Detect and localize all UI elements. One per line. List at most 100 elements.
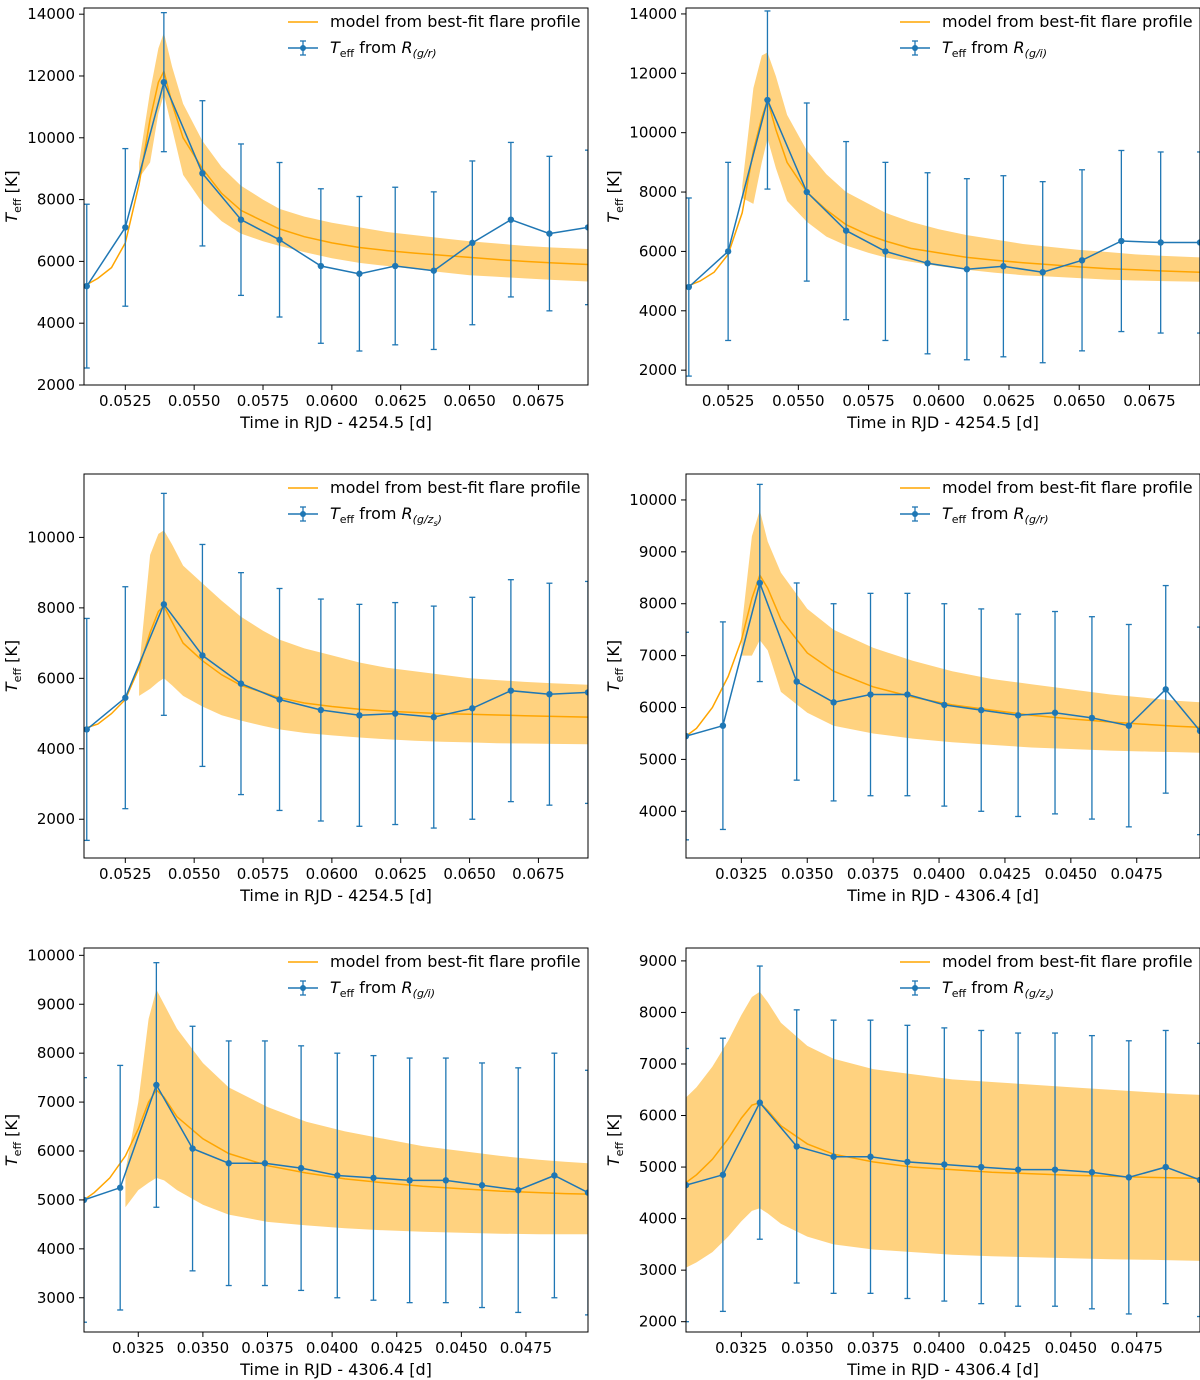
x-tick-label: 0.0550: [772, 392, 825, 410]
y-tick-label: 7000: [639, 647, 677, 665]
x-tick-label: 0.0525: [99, 865, 152, 883]
legend-model-label: model from best-fit flare profile: [330, 952, 581, 971]
data-point: [764, 96, 771, 104]
legend-teff-marker: [300, 985, 306, 991]
legend-teff-r: R: [1014, 504, 1025, 523]
data-point: [1014, 712, 1022, 719]
legend-teff-ratio-sub: s: [433, 519, 437, 528]
x-tick-label: 0.0400: [913, 865, 966, 883]
axes-frame: [83, 947, 589, 1333]
data-point: [1196, 1176, 1200, 1184]
y-tick-label: 9000: [639, 543, 677, 561]
legend-teff-ratio-close: ): [431, 47, 436, 60]
legend: model from best-fit flare profile Teff fr…: [900, 12, 1193, 60]
model-uncertainty-band: [741, 510, 1200, 753]
data-point: [719, 722, 727, 729]
x-tick-label: 0.0475: [1110, 865, 1163, 883]
legend-teff-ratio: (g/r: [413, 47, 434, 60]
data-point: [793, 678, 800, 685]
x-tick-label: 0.0550: [168, 865, 221, 883]
y-tick-label: 12000: [629, 64, 677, 82]
legend-teff-label: Teff from R(g/r): [942, 504, 1048, 526]
data-point: [1125, 722, 1133, 729]
y-tick-label: 7000: [37, 1093, 75, 1111]
y-axis-label: Teff [K]: [2, 1114, 24, 1166]
legend-model-label: model from best-fit flare profile: [330, 12, 581, 31]
y-axis-label-symbol: T: [604, 1155, 623, 1166]
y-tick-label: 10000: [27, 946, 75, 964]
data-point: [160, 601, 168, 608]
y-tick-label: 5000: [37, 1191, 75, 1209]
data-point: [430, 267, 437, 274]
legend-teff-swatch: [288, 980, 318, 996]
x-tick-label: 0.0600: [306, 392, 359, 410]
x-tick-label: 0.0675: [512, 865, 565, 883]
y-tick-label: 4000: [639, 1210, 677, 1228]
legend-teff-symbol: T: [942, 38, 953, 57]
legend-teff-from: from: [966, 978, 1013, 997]
legend-teff-from: from: [966, 504, 1013, 523]
axes-frame: [685, 473, 1200, 859]
legend-teff-label: Teff from R(g/r): [330, 38, 436, 60]
data-point: [584, 1189, 588, 1196]
data-point: [1039, 268, 1046, 276]
axes-frame: [83, 473, 589, 859]
data-point: [1157, 239, 1164, 246]
legend-teff-r: R: [402, 38, 413, 57]
y-tick-label: 4000: [37, 314, 75, 332]
data-point: [189, 1145, 196, 1152]
x-tick-label: 0.0425: [979, 1339, 1032, 1357]
y-axis-label-symbol: T: [2, 681, 21, 692]
y-axis-label-unit: [K]: [2, 640, 21, 668]
data-point: [356, 712, 363, 719]
data-point: [1196, 727, 1200, 735]
legend-teff-ratio-close: ): [430, 987, 435, 1000]
data-point: [904, 691, 911, 698]
data-point: [370, 1174, 377, 1182]
x-tick-label: 0.0650: [1053, 392, 1106, 410]
data-point: [122, 694, 129, 701]
x-tick-label: 0.0650: [443, 392, 496, 410]
legend-teff-marker: [912, 45, 918, 51]
data-point: [116, 1184, 124, 1191]
y-tick-label: 10000: [27, 528, 75, 546]
chart-panel-5: 0.0325 0.0350 0.0375 0.0400 0.0425 0.0450 0.04…: [2, 946, 589, 1379]
data-point: [686, 732, 690, 740]
legend-teff-swatch: [288, 40, 318, 56]
data-point: [334, 1172, 341, 1179]
y-tick-label: 6000: [639, 242, 677, 260]
y-tick-label: 7000: [639, 1055, 677, 1073]
y-axis-label-subscript: eff: [11, 668, 24, 683]
data-point: [225, 1160, 232, 1167]
y-tick-label: 6000: [639, 699, 677, 717]
legend-model-label: model from best-fit flare profile: [942, 952, 1193, 971]
y-axis-label-unit: [K]: [604, 640, 623, 668]
data-point: [1088, 1169, 1096, 1176]
y-axis-label: Teff [K]: [2, 640, 24, 692]
x-tick-label: 0.0575: [842, 392, 895, 410]
model-uncertainty-band: [139, 530, 588, 745]
y-axis-label-unit: [K]: [604, 1114, 623, 1142]
y-tick-label: 3000: [37, 1289, 75, 1307]
legend-teff-ratio-close: ): [1043, 513, 1048, 526]
teff-line: [688, 97, 1200, 288]
y-tick-label: 8000: [37, 1044, 75, 1062]
x-tick-label: 0.0425: [370, 1339, 423, 1357]
legend-teff-subscript: eff: [340, 513, 355, 526]
legend-teff-swatch: [288, 506, 318, 522]
plot-area: [686, 10, 1200, 377]
model-uncertainty-band: [125, 989, 588, 1235]
legend-teff-ratio: (g/z: [1025, 987, 1046, 1000]
y-tick-label: 14000: [629, 5, 677, 23]
x-axis-label: Time in RJD - 4306.4 [d]: [846, 1360, 1039, 1379]
y-tick-label: 5000: [639, 750, 677, 768]
y-axis-label-symbol: T: [2, 212, 21, 223]
x-axis-label: Time in RJD - 4306.4 [d]: [846, 886, 1039, 905]
legend-teff-ratio: (g/r: [1025, 513, 1046, 526]
error-bar: [585, 149, 588, 306]
x-tick-label: 0.0550: [168, 392, 221, 410]
x-tick-label: 0.0400: [913, 1339, 966, 1357]
x-tick-label: 0.0350: [781, 1339, 834, 1357]
data-point: [756, 1099, 764, 1106]
y-tick-label: 6000: [639, 1107, 677, 1125]
